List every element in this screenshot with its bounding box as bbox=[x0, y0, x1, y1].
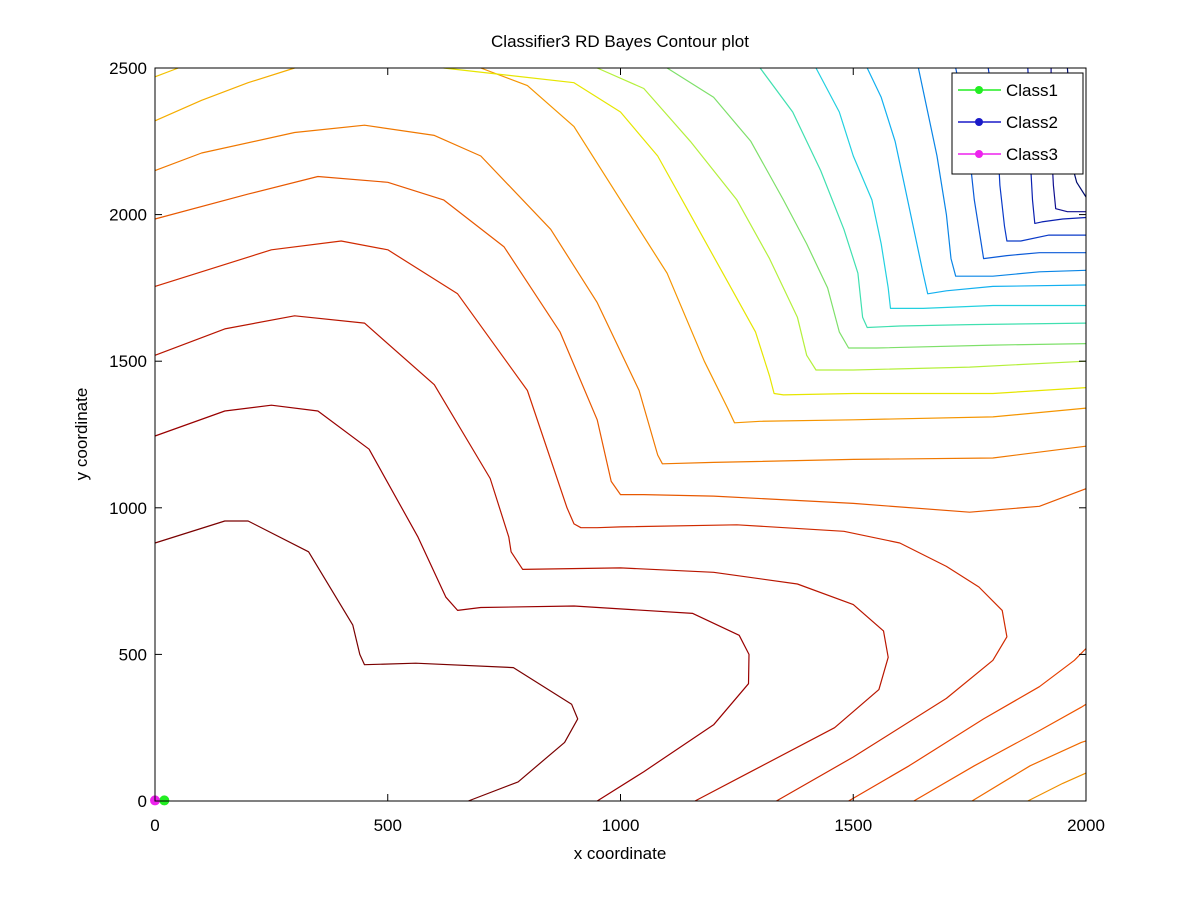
x-tick-label: 1000 bbox=[602, 816, 640, 835]
y-tick-label: 500 bbox=[119, 645, 147, 664]
contour-line-17 bbox=[759, 67, 1087, 329]
contour-line-4 bbox=[154, 240, 1008, 802]
contour-lines bbox=[154, 67, 1087, 802]
class-points bbox=[150, 795, 170, 806]
y-tick-label: 0 bbox=[138, 792, 147, 811]
legend-swatch-marker bbox=[975, 150, 983, 158]
contour-line-18 bbox=[815, 67, 1086, 309]
contour-line-11 bbox=[480, 67, 1087, 424]
legend-swatch-marker bbox=[975, 118, 983, 126]
contour-line-19 bbox=[866, 67, 1087, 295]
legend-label: Class1 bbox=[1006, 81, 1058, 100]
y-axis-label: y coordinate bbox=[72, 388, 91, 481]
contour-line-16 bbox=[666, 67, 1087, 349]
contour-line-5 bbox=[848, 648, 1087, 802]
chart-title: Classifier3 RD Bayes Contour plot bbox=[491, 32, 749, 51]
y-tick-label: 2000 bbox=[109, 206, 147, 225]
contour-line-7 bbox=[971, 740, 1087, 802]
class1-point-1 bbox=[159, 795, 170, 806]
contour-line-2 bbox=[154, 404, 750, 802]
contour-line-15 bbox=[596, 67, 1087, 371]
axis-ticks: 0 500 1000 1500 2000 0 500 1000 1500 2000 2500 bbox=[109, 59, 1105, 835]
legend-label: Class3 bbox=[1006, 145, 1058, 164]
y-tick-label: 1500 bbox=[109, 352, 147, 371]
y-tick-label: 1000 bbox=[109, 499, 147, 518]
contour-line-14 bbox=[443, 67, 1087, 396]
x-axis-label: x coordinate bbox=[574, 844, 667, 863]
contour-line-1 bbox=[154, 520, 579, 802]
contour-line-13 bbox=[154, 67, 179, 78]
legend: Class1 Class2 Class3 bbox=[951, 72, 1084, 175]
contour-line-9 bbox=[154, 175, 1087, 513]
legend-swatch-marker bbox=[975, 86, 983, 94]
x-tick-label: 0 bbox=[150, 816, 159, 835]
contour-line-12 bbox=[154, 67, 295, 122]
x-tick-label: 1500 bbox=[834, 816, 872, 835]
legend-box bbox=[951, 72, 1084, 175]
y-tick-label: 2500 bbox=[109, 59, 147, 78]
x-tick-label: 2000 bbox=[1067, 816, 1105, 835]
contour-line-20 bbox=[917, 67, 1087, 277]
legend-label: Class2 bbox=[1006, 113, 1058, 132]
contour-line-10 bbox=[154, 124, 1087, 465]
contour-line-3 bbox=[154, 315, 889, 802]
contour-line-8 bbox=[1027, 772, 1087, 802]
contour-line-6 bbox=[913, 703, 1087, 802]
x-tick-label: 500 bbox=[374, 816, 402, 835]
